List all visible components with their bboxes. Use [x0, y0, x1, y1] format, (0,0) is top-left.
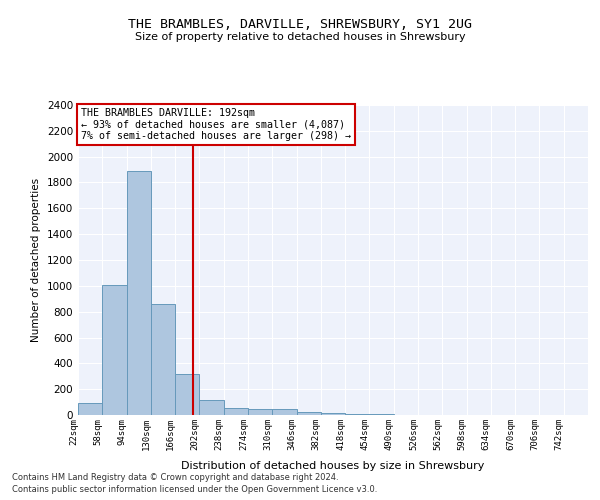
Text: Size of property relative to detached houses in Shrewsbury: Size of property relative to detached ho… [134, 32, 466, 42]
Bar [151, 304, 175, 415]
Bar [370, 414, 394, 415]
Bar [345, 414, 370, 415]
Bar [321, 413, 345, 415]
Bar [199, 400, 224, 415]
Text: THE BRAMBLES, DARVILLE, SHREWSBURY, SY1 2UG: THE BRAMBLES, DARVILLE, SHREWSBURY, SY1 … [128, 18, 472, 30]
Text: Contains HM Land Registry data © Crown copyright and database right 2024.: Contains HM Land Registry data © Crown c… [12, 472, 338, 482]
Text: Contains public sector information licensed under the Open Government Licence v3: Contains public sector information licen… [12, 485, 377, 494]
Bar [175, 374, 199, 415]
Y-axis label: Number of detached properties: Number of detached properties [31, 178, 41, 342]
X-axis label: Distribution of detached houses by size in Shrewsbury: Distribution of detached houses by size … [181, 461, 485, 471]
Bar [102, 284, 127, 415]
Bar [272, 409, 296, 415]
Text: THE BRAMBLES DARVILLE: 192sqm
← 93% of detached houses are smaller (4,087)
7% of: THE BRAMBLES DARVILLE: 192sqm ← 93% of d… [80, 108, 350, 142]
Bar [127, 171, 151, 415]
Bar [78, 402, 102, 415]
Bar [296, 412, 321, 415]
Bar [248, 408, 272, 415]
Bar [224, 408, 248, 415]
